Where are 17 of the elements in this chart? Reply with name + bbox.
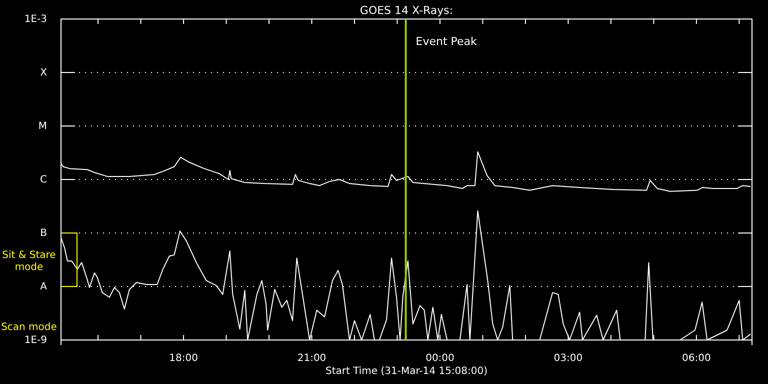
chart-title: GOES 14 X-Rays: [360, 4, 454, 17]
y-tick-label: 1E-9 [24, 335, 47, 346]
text: Scan mode [1, 322, 57, 333]
x-tick-label: 06:00 [682, 353, 711, 364]
text: Sit & Stare mode [2, 250, 56, 273]
y-tick-label: 1E-3 [24, 14, 47, 26]
x-tick-label: 21:00 [297, 353, 326, 364]
ref-line-label: Event Peak [416, 35, 478, 48]
x-tick-label: 03:00 [554, 353, 583, 364]
x-tick-label: 00:00 [426, 353, 454, 364]
x-tick-label: 18:00 [169, 353, 198, 364]
y-tick-label: C [40, 174, 48, 186]
y-tick-label: X [40, 68, 48, 79]
y-tick-label: A [40, 282, 48, 293]
y-tick-label: B [40, 228, 48, 240]
x-axis-title: Start Time (31-Mar-14 15:08:00) [325, 366, 488, 377]
y-tick-label: M [38, 121, 47, 132]
